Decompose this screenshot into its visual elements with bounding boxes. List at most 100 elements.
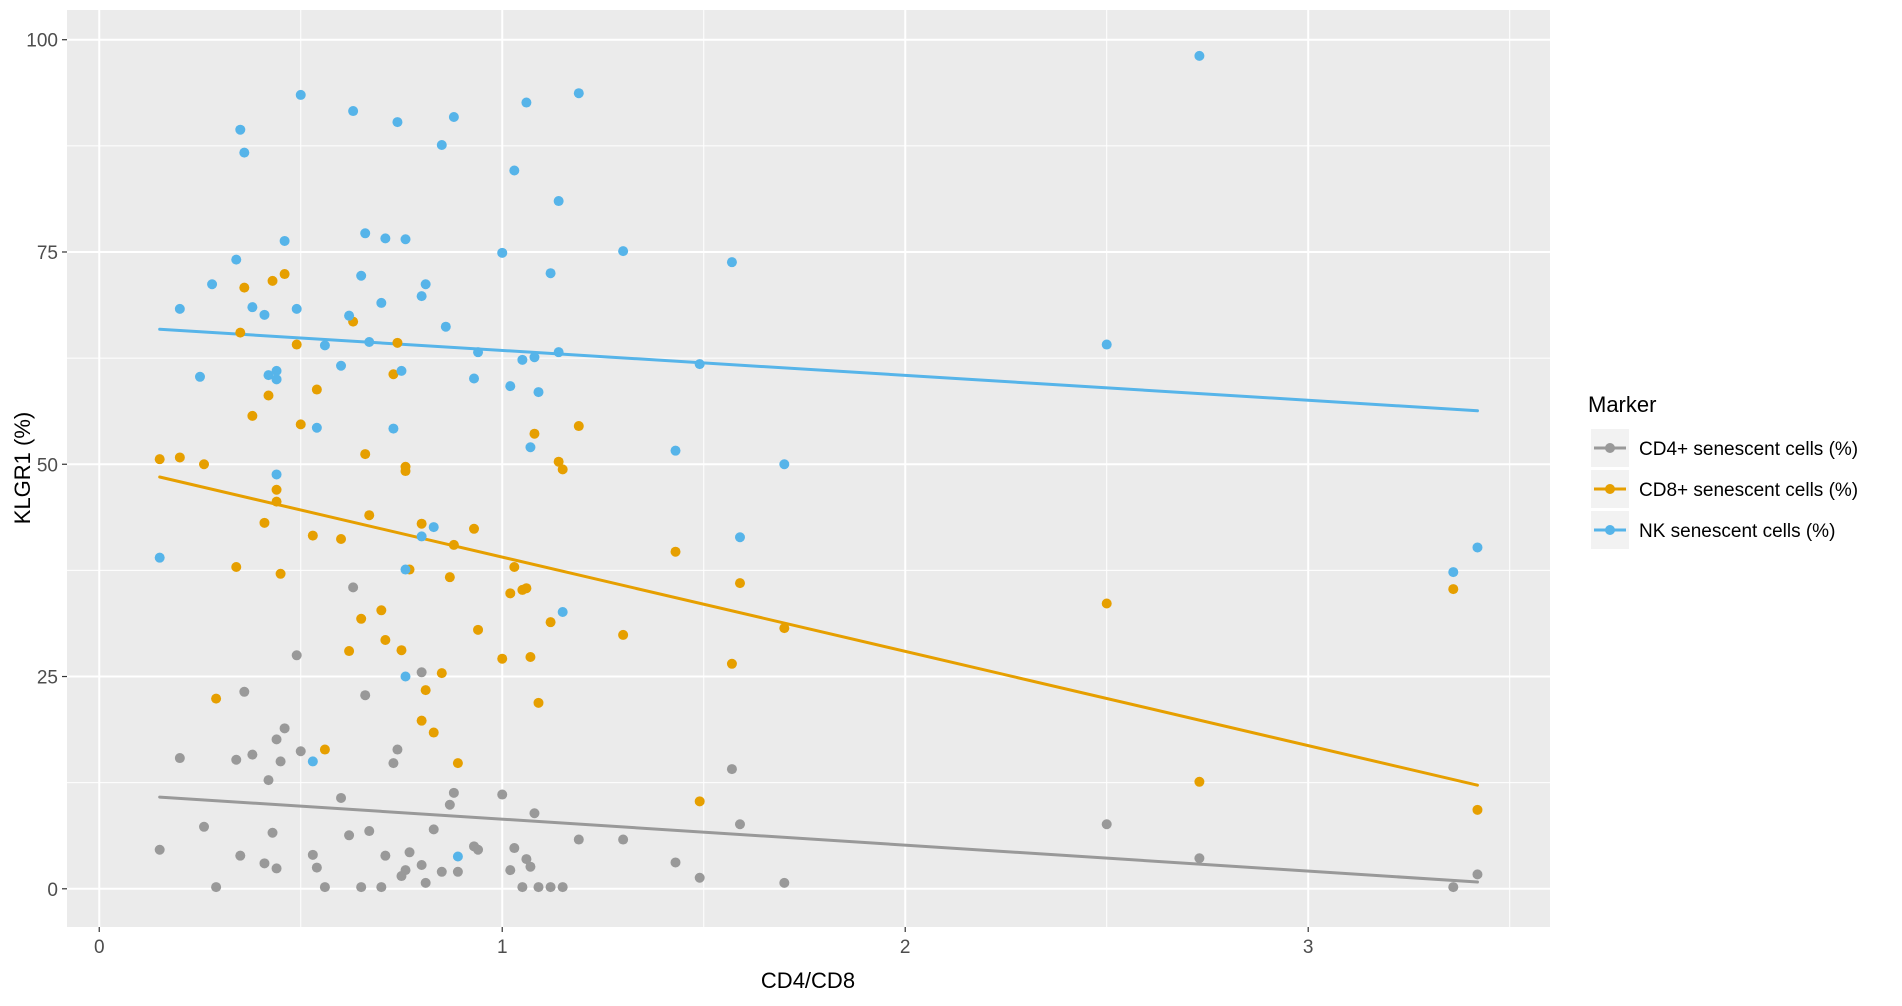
- data-point: [154, 552, 165, 563]
- data-point: [307, 849, 318, 860]
- legend-label: NK senescent cells (%): [1639, 521, 1835, 542]
- data-point: [400, 865, 411, 876]
- data-point: [271, 469, 282, 480]
- data-point: [295, 419, 306, 430]
- data-point: [400, 671, 411, 682]
- legend-key-point: [1605, 484, 1615, 494]
- data-point: [573, 88, 584, 99]
- data-point: [694, 359, 705, 370]
- grid-lines: [67, 10, 1550, 927]
- data-point: [392, 117, 403, 128]
- data-point: [360, 449, 371, 460]
- data-point: [497, 247, 508, 258]
- data-point: [452, 866, 463, 877]
- x-tick-label: 0: [94, 937, 105, 958]
- data-point: [291, 650, 302, 661]
- legend-items: CD4+ senescent cells (%) CD8+ senescent c…: [1591, 429, 1858, 549]
- data-point: [344, 310, 355, 321]
- data-point: [231, 254, 242, 265]
- data-point: [364, 826, 375, 837]
- data-point: [154, 454, 165, 465]
- data-point: [235, 850, 246, 861]
- data-point: [364, 510, 375, 521]
- data-point: [376, 882, 387, 893]
- data-point: [396, 365, 407, 376]
- data-point: [239, 686, 250, 697]
- data-point: [291, 339, 302, 350]
- y-tick-label: 0: [47, 880, 58, 901]
- data-point: [247, 749, 258, 760]
- data-point: [307, 530, 318, 541]
- data-point: [420, 877, 431, 888]
- data-point: [452, 851, 463, 862]
- axis-ticks: 0 25 50 75 100 0 1 2 3: [26, 31, 1313, 958]
- data-point: [380, 850, 391, 861]
- data-point: [525, 861, 536, 872]
- data-point: [545, 882, 556, 893]
- data-point: [420, 685, 431, 696]
- data-point: [271, 734, 282, 745]
- data-point: [380, 635, 391, 646]
- data-point: [779, 459, 790, 470]
- data-point: [694, 796, 705, 807]
- data-point: [444, 572, 455, 583]
- data-point: [553, 196, 564, 207]
- data-point: [473, 347, 484, 358]
- data-point: [1101, 819, 1112, 830]
- data-point: [1194, 776, 1205, 787]
- data-point: [275, 568, 286, 579]
- data-point: [211, 693, 222, 704]
- data-point: [263, 775, 274, 786]
- data-point: [469, 523, 480, 534]
- data-point: [291, 303, 302, 314]
- data-point: [388, 758, 399, 769]
- data-point: [295, 746, 306, 757]
- data-point: [392, 337, 403, 348]
- data-point: [348, 106, 359, 117]
- data-point: [509, 843, 520, 854]
- data-point: [360, 228, 371, 239]
- data-point: [259, 309, 270, 320]
- data-point: [1448, 584, 1459, 595]
- data-point: [404, 847, 415, 858]
- data-point: [509, 561, 520, 572]
- data-point: [356, 270, 367, 281]
- data-point: [545, 617, 556, 628]
- data-point: [194, 371, 205, 382]
- data-point: [1448, 567, 1459, 578]
- data-point: [529, 352, 540, 363]
- data-point: [670, 546, 681, 557]
- x-tick-label: 1: [497, 937, 508, 958]
- y-tick-label: 50: [37, 455, 58, 476]
- data-point: [416, 860, 427, 871]
- x-tick-label: 2: [900, 937, 911, 958]
- data-point: [154, 844, 165, 855]
- data-point: [529, 808, 540, 819]
- data-point: [452, 758, 463, 769]
- data-point: [509, 165, 520, 176]
- data-point: [670, 857, 681, 868]
- data-point: [364, 336, 375, 347]
- data-point: [521, 854, 532, 865]
- data-point: [618, 629, 629, 640]
- data-point: [388, 423, 399, 434]
- data-point: [380, 233, 391, 244]
- data-point: [557, 882, 568, 893]
- data-point: [779, 877, 790, 888]
- data-point: [207, 279, 218, 290]
- data-point: [694, 872, 705, 883]
- x-tick-label: 3: [1303, 937, 1314, 958]
- x-axis-title: CD4/CD8: [761, 968, 855, 993]
- data-point: [360, 690, 371, 701]
- data-point: [517, 354, 528, 365]
- data-point: [444, 799, 455, 810]
- data-point: [319, 340, 330, 351]
- data-point: [416, 518, 427, 529]
- trend-line: [158, 795, 1479, 884]
- data-point: [734, 578, 745, 589]
- data-point: [174, 753, 185, 764]
- data-point: [448, 111, 459, 122]
- data-point: [311, 422, 322, 433]
- data-point: [1472, 869, 1483, 880]
